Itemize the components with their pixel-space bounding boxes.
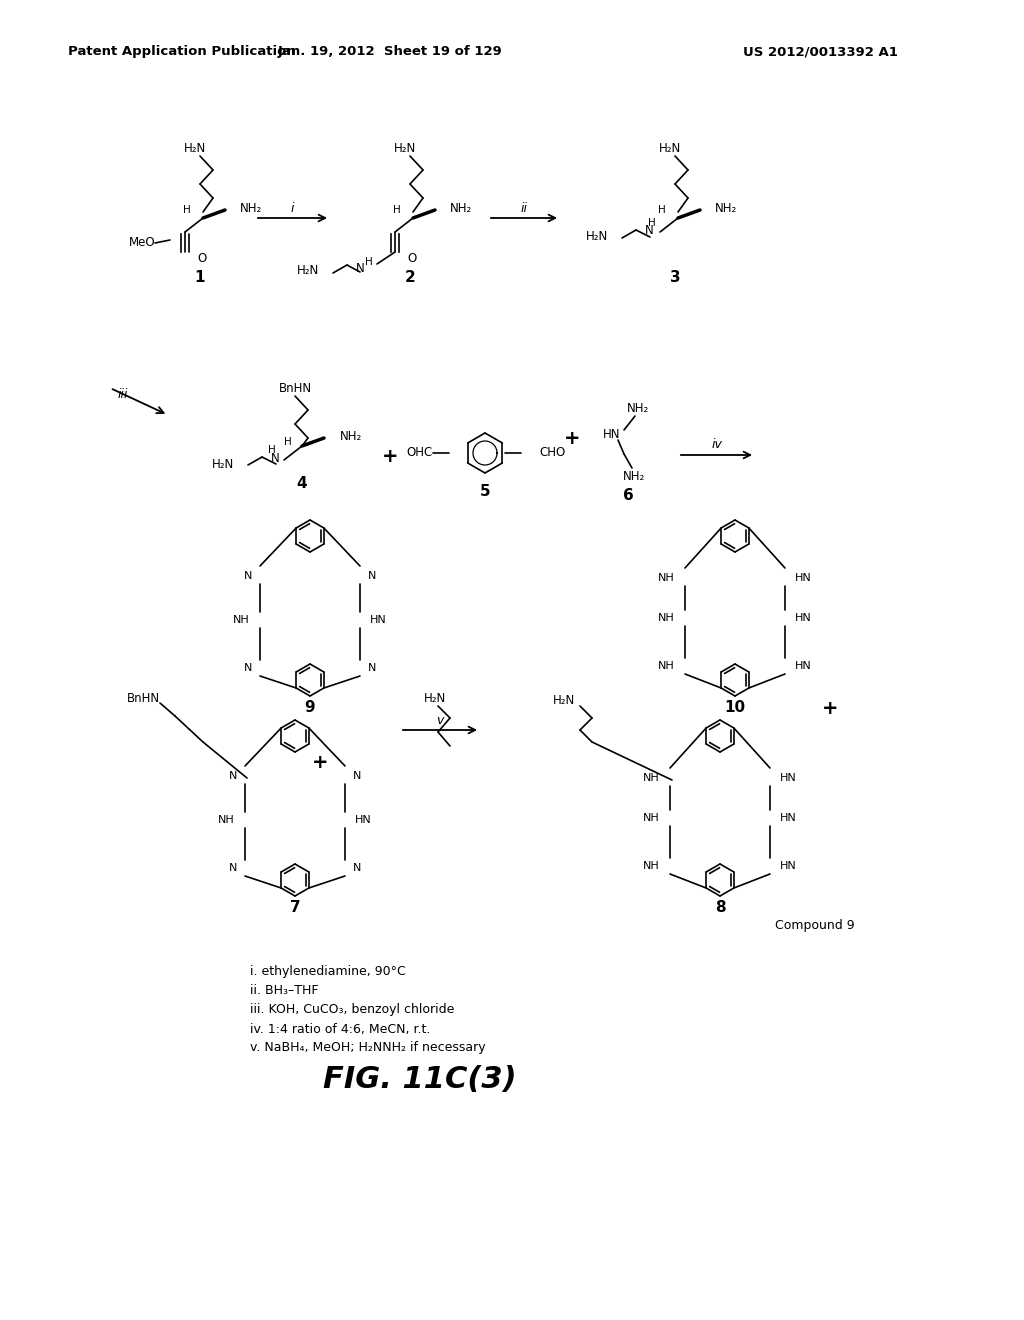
Text: i. ethylenediamine, 90°C: i. ethylenediamine, 90°C xyxy=(250,965,406,978)
Text: 3: 3 xyxy=(670,271,680,285)
Text: NH₂: NH₂ xyxy=(240,202,262,214)
Text: O: O xyxy=(197,252,206,264)
Text: HN: HN xyxy=(795,612,812,623)
Text: 5: 5 xyxy=(479,483,490,499)
Text: FIG. 11C(3): FIG. 11C(3) xyxy=(324,1065,517,1094)
Text: Jan. 19, 2012  Sheet 19 of 129: Jan. 19, 2012 Sheet 19 of 129 xyxy=(278,45,503,58)
Text: BnHN: BnHN xyxy=(279,381,311,395)
Text: 1: 1 xyxy=(195,271,205,285)
Text: Patent Application Publication: Patent Application Publication xyxy=(68,45,296,58)
Text: +: + xyxy=(564,429,581,447)
Text: NH: NH xyxy=(658,612,675,623)
Text: H₂N: H₂N xyxy=(424,692,446,705)
Text: H₂N: H₂N xyxy=(586,230,608,243)
Text: O: O xyxy=(407,252,416,264)
Text: NH₂: NH₂ xyxy=(715,202,737,214)
Text: iii: iii xyxy=(118,388,128,400)
Text: H: H xyxy=(183,205,191,215)
Text: N: N xyxy=(244,663,252,673)
Text: 9: 9 xyxy=(305,701,315,715)
Text: H: H xyxy=(285,437,292,447)
Text: NH₂: NH₂ xyxy=(627,401,649,414)
Text: H₂N: H₂N xyxy=(394,141,416,154)
Text: HN: HN xyxy=(795,573,812,583)
Text: N: N xyxy=(244,572,252,581)
Text: HN: HN xyxy=(780,861,797,871)
Text: N: N xyxy=(368,572,377,581)
Text: NH₂: NH₂ xyxy=(340,429,362,442)
Text: H: H xyxy=(366,257,373,267)
Text: HN: HN xyxy=(780,813,797,822)
Text: iv. 1:4 ratio of 4:6, MeCN, r.t.: iv. 1:4 ratio of 4:6, MeCN, r.t. xyxy=(250,1023,430,1035)
Text: 8: 8 xyxy=(715,900,725,916)
Text: ii: ii xyxy=(520,202,527,214)
Text: N: N xyxy=(356,261,365,275)
Text: +: + xyxy=(821,698,839,718)
Text: +: + xyxy=(382,446,398,466)
Text: NH: NH xyxy=(233,615,250,624)
Text: N: N xyxy=(645,224,654,238)
Text: N: N xyxy=(271,451,280,465)
Text: v: v xyxy=(436,714,443,726)
Text: 6: 6 xyxy=(623,488,634,503)
Text: H: H xyxy=(268,445,275,455)
Text: NH: NH xyxy=(643,813,660,822)
Text: v. NaBH₄, MeOH; H₂NNH₂ if necessary: v. NaBH₄, MeOH; H₂NNH₂ if necessary xyxy=(250,1041,485,1055)
Text: MeO: MeO xyxy=(128,236,155,249)
Text: NH: NH xyxy=(643,861,660,871)
Text: N: N xyxy=(353,863,361,873)
Text: H: H xyxy=(658,205,666,215)
Text: CHO: CHO xyxy=(539,446,565,459)
Text: NH: NH xyxy=(643,774,660,783)
Text: 2: 2 xyxy=(404,271,416,285)
Text: H₂N: H₂N xyxy=(297,264,319,277)
Text: H₂N: H₂N xyxy=(553,693,575,706)
Text: ii. BH₃–THF: ii. BH₃–THF xyxy=(250,985,318,998)
Text: HN: HN xyxy=(370,615,387,624)
Text: NH: NH xyxy=(658,573,675,583)
Text: H₂N: H₂N xyxy=(212,458,234,470)
Text: HN: HN xyxy=(795,661,812,671)
Text: N: N xyxy=(368,663,377,673)
Text: N: N xyxy=(353,771,361,781)
Text: 10: 10 xyxy=(724,701,745,715)
Text: NH₂: NH₂ xyxy=(623,470,645,483)
Text: 7: 7 xyxy=(290,900,300,916)
Text: HN: HN xyxy=(780,774,797,783)
Text: H: H xyxy=(393,205,401,215)
Text: +: + xyxy=(311,754,329,772)
Text: NH: NH xyxy=(658,661,675,671)
Text: H₂N: H₂N xyxy=(184,141,206,154)
Text: N: N xyxy=(228,863,237,873)
Text: H₂N: H₂N xyxy=(658,141,681,154)
Text: OHC: OHC xyxy=(407,446,433,459)
Text: BnHN: BnHN xyxy=(127,692,160,705)
Text: US 2012/0013392 A1: US 2012/0013392 A1 xyxy=(742,45,897,58)
Text: H: H xyxy=(648,218,656,228)
Text: NH: NH xyxy=(218,814,234,825)
Text: HN: HN xyxy=(355,814,372,825)
Text: N: N xyxy=(228,771,237,781)
Text: 4: 4 xyxy=(297,477,307,491)
Text: HN: HN xyxy=(602,428,620,441)
Text: Compound 9: Compound 9 xyxy=(775,920,855,932)
Text: iii. KOH, CuCO₃, benzoyl chloride: iii. KOH, CuCO₃, benzoyl chloride xyxy=(250,1003,455,1016)
Text: NH₂: NH₂ xyxy=(450,202,472,214)
Text: i: i xyxy=(291,202,294,214)
Text: iv: iv xyxy=(711,438,722,451)
